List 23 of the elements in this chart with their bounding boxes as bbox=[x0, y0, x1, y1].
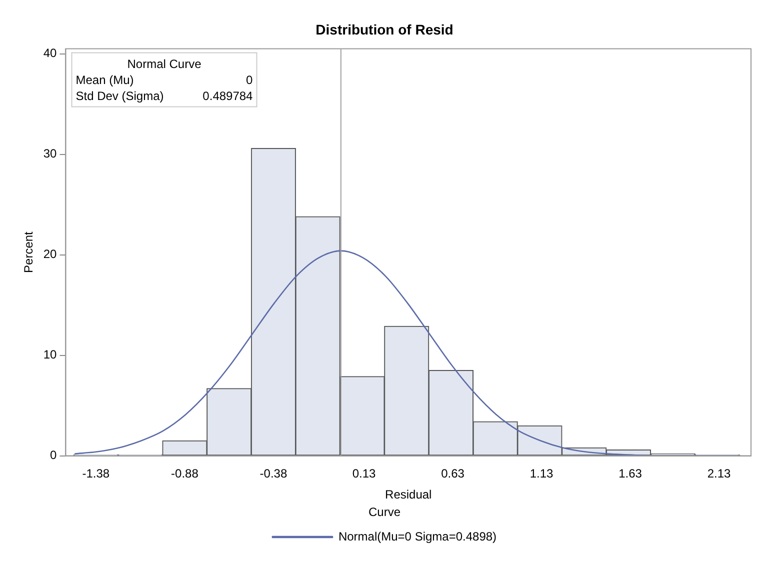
x-tick-label: 1.63 bbox=[618, 466, 642, 480]
annotation: Mean (Mu) bbox=[76, 73, 134, 88]
y-tick-label: 40 bbox=[43, 46, 58, 60]
annotation: 0 bbox=[246, 73, 254, 88]
x-tick-label: -0.88 bbox=[171, 466, 199, 480]
annotation: Std Dev (Sigma) bbox=[76, 89, 164, 104]
annotation: Normal Curve bbox=[127, 57, 202, 72]
y-tick-label: 30 bbox=[43, 146, 58, 161]
x-tick-label: -0.38 bbox=[260, 466, 288, 480]
x-tick-label: 1.13 bbox=[530, 466, 554, 480]
x-tick-label: 0.63 bbox=[441, 466, 465, 480]
y-tick-label: 20 bbox=[43, 247, 58, 262]
chart-title: Distribution of Resid bbox=[316, 21, 454, 38]
y-tick-label: 0 bbox=[50, 448, 58, 462]
x-axis-title: Residual bbox=[385, 488, 432, 502]
legend-title: Curve bbox=[368, 504, 401, 519]
x-tick-label: 2.13 bbox=[707, 466, 732, 480]
y-tick-label: 10 bbox=[43, 348, 58, 362]
y-axis-title: Percent bbox=[22, 230, 36, 273]
x-tick-label: -1.38 bbox=[82, 466, 110, 480]
legend-label: Normal(Mu=0 Sigma=0.4898) bbox=[338, 529, 497, 544]
x-tick-label: 0.13 bbox=[352, 466, 376, 480]
annotation: 0.489784 bbox=[202, 89, 254, 104]
